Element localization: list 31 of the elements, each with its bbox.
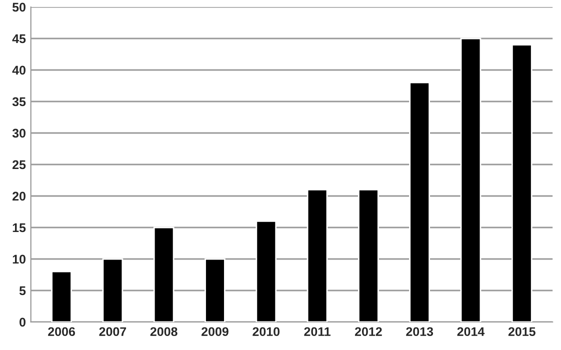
x-tick-label: 2013 — [406, 327, 434, 336]
bar — [51, 270, 72, 322]
x-tick-label: 2007 — [99, 327, 126, 336]
y-tick-label: 0 — [20, 318, 26, 327]
bar — [256, 220, 277, 322]
y-tick-label: 40 — [12, 66, 26, 75]
bar — [153, 226, 174, 322]
y-tick-label: 50 — [12, 2, 26, 12]
bar — [358, 189, 379, 322]
x-tick-label: 2015 — [508, 327, 536, 336]
y-tick-label: 20 — [12, 192, 26, 201]
bar — [511, 44, 532, 322]
y-tick-label: 15 — [12, 223, 26, 232]
x-tick-label: 2006 — [48, 327, 75, 336]
bar — [306, 189, 328, 322]
x-tick-label: 2010 — [252, 327, 280, 336]
bar — [102, 258, 124, 322]
x-tick-label: 2011 — [304, 327, 331, 336]
x-tick-label: 2008 — [150, 327, 178, 336]
x-tick-label: 2012 — [354, 327, 382, 336]
bar — [409, 82, 430, 322]
bar — [204, 258, 226, 322]
y-tick-label: 30 — [12, 128, 26, 138]
x-tick-label: 2009 — [202, 327, 228, 336]
y-tick-label: 5 — [19, 286, 26, 296]
y-tick-label: 10 — [12, 254, 26, 264]
bar — [460, 38, 482, 322]
y-tick-label: 25 — [12, 160, 26, 170]
y-tick-label: 35 — [12, 97, 26, 106]
y-tick-label: 45 — [12, 34, 26, 44]
x-tick-label: 2014 — [457, 327, 485, 336]
